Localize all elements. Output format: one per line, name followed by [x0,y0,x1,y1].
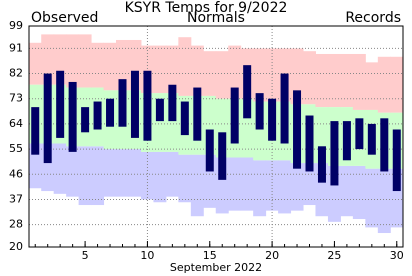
record-low-band [153,151,167,203]
legend-entry: Normals [187,10,245,26]
observed-bar [31,107,40,155]
observed-bar [293,90,302,169]
record-high-band [215,51,229,99]
observed-bar [355,118,364,150]
observed-bar [255,93,264,130]
plot-frame [28,25,404,248]
record-low-band [53,143,67,194]
observed-bar [230,87,239,144]
x-tick-label: 30 [390,249,404,262]
record-low-band [190,154,204,217]
observed-bar [268,98,277,141]
record-low-band [340,165,354,217]
y-tick-label: 37 [9,192,23,205]
x-tick-label: 10 [140,249,154,262]
legend-entry: Observed [31,10,98,26]
observed-bar [367,123,376,155]
chart-title: KSYR Temps for 9/2022 [125,0,288,16]
observed-bar [168,84,177,122]
record-low-band [103,149,117,197]
x-tick-label: 15 [203,249,217,262]
record-low-band [228,157,242,211]
x-tick-label: 20 [265,249,279,262]
observed-bar [118,79,127,127]
y-tick-label: 28 [9,218,23,231]
record-high-band [340,53,354,108]
observed-bar [130,70,139,138]
observed-bar [305,115,314,172]
observed-bar [380,118,389,172]
record-low-band [178,154,192,203]
record-high-band [315,53,329,108]
record-low-band [278,160,292,214]
record-high-band [28,42,42,85]
legend-entry: Records [345,10,401,26]
observed-bar [330,121,339,186]
record-high-band [365,62,379,110]
y-tick-label: 91 [9,41,23,54]
x-axis-label: September 2022 [170,261,262,274]
record-low-band [303,163,316,206]
observed-bar [81,107,90,133]
observed-bar [243,65,252,119]
observed-bar [43,73,52,164]
record-high-band [377,56,391,113]
y-tick-label: 64 [9,117,23,130]
record-high-band [103,42,117,91]
observed-bar [218,132,227,180]
y-tick-label: 99 [9,19,23,32]
y-tick-label: 55 [9,142,23,155]
record-high-band [253,48,267,102]
record-low-band [165,151,179,197]
observed-bar [205,129,214,172]
record-low-band [253,160,267,217]
y-tick-label: 20 [9,240,23,253]
record-high-band [153,45,167,94]
record-low-band [128,149,142,197]
observed-bar [106,98,115,127]
observed-bar [193,87,202,141]
record-low-band [78,146,92,206]
y-tick-label: 73 [9,92,23,105]
record-low-band [116,149,129,197]
observed-bar [155,98,164,122]
observed-bar [280,73,289,144]
observed-bar [342,121,351,161]
record-low-band [377,168,391,234]
record-high-band [116,39,129,91]
record-low-band [365,168,379,228]
record-high-band [303,51,316,105]
y-tick-label: 46 [9,167,23,180]
observed-bar [68,81,77,152]
observed-bar [93,101,102,130]
observed-bar [392,129,401,192]
record-high-band [78,34,92,88]
observed-bar [56,70,65,138]
record-high-band [190,45,204,96]
record-high-band [178,37,192,96]
record-low-band [66,146,80,197]
record-high-band [165,45,179,94]
record-low-band [240,157,254,211]
record-low-band [290,163,304,211]
record-high-band [352,53,366,110]
record-high-band [41,34,55,85]
observed-bar [317,146,326,183]
record-high-band [228,45,242,99]
record-low-band [352,165,366,220]
record-high-band [390,56,404,113]
record-high-band [91,42,105,88]
y-tick-label: 82 [9,67,23,80]
record-low-band [91,146,105,206]
observed-bar [143,70,152,141]
record-low-band [140,151,154,200]
observed-bar [180,101,189,136]
x-tick-label: 5 [82,249,89,262]
record-high-band [327,53,341,108]
record-high-band [66,34,80,88]
x-tick-label: 25 [327,249,341,262]
